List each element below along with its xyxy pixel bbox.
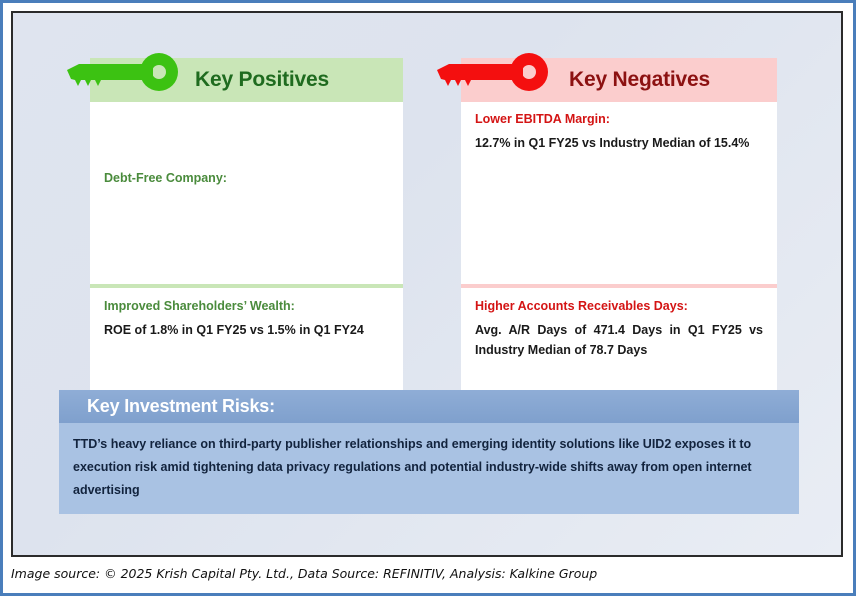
key-positives-panel: Key Positives Debt-Free Company: Improve… xyxy=(67,53,403,436)
positive-item-1-body: ROE of 1.8% in Q1 FY25 vs 1.5% in Q1 FY2… xyxy=(104,322,364,337)
key-investment-risks-body: TTD’s heavy reliance on third-party publ… xyxy=(59,423,799,515)
key-investment-risks-title: Key Investment Risks: xyxy=(87,396,275,416)
negative-item-0-body: 12.7% in Q1 FY25 vs Industry Median of 1… xyxy=(475,135,750,150)
key-investment-risks-banner: Key Investment Risks: TTD’s heavy relian… xyxy=(59,390,799,515)
negatives-divider xyxy=(461,284,777,288)
negative-item-0: Lower EBITDA Margin: 12.7% in Q1 FY25 vs… xyxy=(461,111,763,276)
negative-item-1: Higher Accounts Receivables Days: Avg. A… xyxy=(461,298,777,428)
key-positives-header: Key Positives xyxy=(67,53,403,102)
key-positives-title: Key Positives xyxy=(195,68,329,91)
key-investment-risks-header: Key Investment Risks: xyxy=(59,390,799,423)
footer: Image source: © 2025 Krish Capital Pty. … xyxy=(11,565,843,583)
positives-divider xyxy=(90,284,403,288)
footer-source-text: Image source: © 2025 Krish Capital Pty. … xyxy=(11,566,598,581)
key-investment-risks-text: TTD’s heavy reliance on third-party publ… xyxy=(73,437,752,498)
negative-item-1-heading: Higher Accounts Receivables Days: xyxy=(475,299,688,313)
positive-item-1: Improved Shareholders’ Wealth: ROE of 1.… xyxy=(90,298,378,428)
key-negatives-title: Key Negatives xyxy=(569,68,710,91)
key-negatives-panel: Key Negatives Lower EBITDA Margin: 12.7%… xyxy=(437,53,777,436)
key-icon xyxy=(437,53,548,91)
slide-canvas: Key Positives Debt-Free Company: Improve… xyxy=(11,11,843,557)
positive-item-1-heading: Improved Shareholders’ Wealth: xyxy=(104,299,295,313)
key-icon xyxy=(67,53,178,91)
positive-item-0-heading: Debt-Free Company: xyxy=(104,171,227,185)
positive-item-0: Debt-Free Company: xyxy=(90,170,241,280)
negative-item-1-body: Avg. A/R Days of 471.4 Days in Q1 FY25 v… xyxy=(475,322,763,357)
negative-item-0-heading: Lower EBITDA Margin: xyxy=(475,112,610,126)
key-negatives-header: Key Negatives xyxy=(437,53,777,102)
